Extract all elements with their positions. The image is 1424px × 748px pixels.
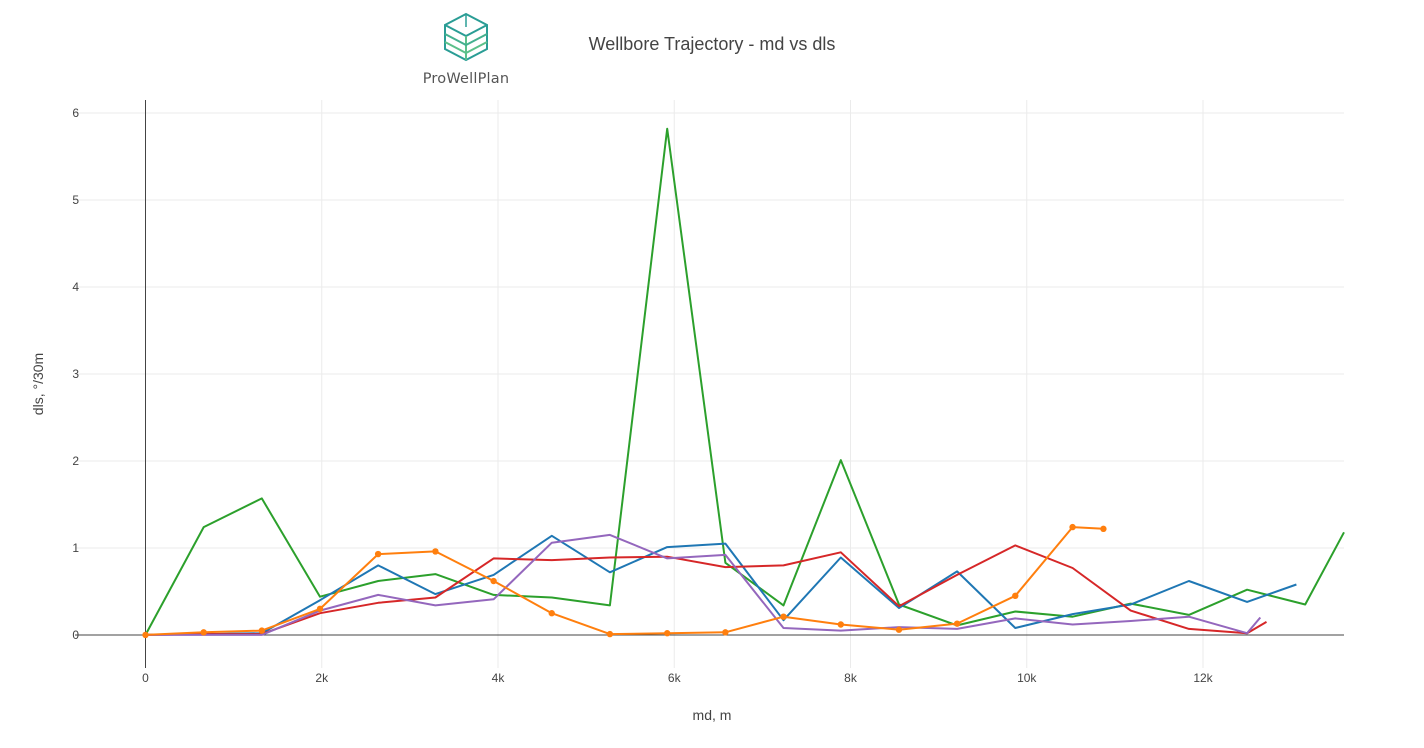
data-point: [316, 605, 324, 613]
data-point: [606, 630, 614, 638]
data-point: [837, 621, 845, 628]
series-4: [145, 533, 1262, 636]
data-point: [490, 577, 497, 585]
data-point: [1012, 592, 1019, 600]
series-line: [145, 526, 1104, 636]
series-line: [145, 544, 1268, 636]
series-line: [145, 534, 1297, 636]
x-tick-label: 2k: [315, 671, 329, 685]
x-tick-label: 4k: [492, 671, 506, 685]
series-2: [145, 534, 1297, 636]
data-point: [1100, 525, 1107, 533]
tick-labels: 0 2k 4k 6k 8k 10k 12k 0 1 2 3 4 5 6: [72, 106, 1213, 685]
prowellplan-logo: ProWellPlan: [423, 12, 510, 87]
y-tick-label: 0: [72, 628, 79, 642]
data-point: [548, 610, 555, 617]
series-1: [144, 127, 1345, 636]
series-group: [142, 127, 1345, 639]
data-point: [780, 613, 787, 620]
grid: [75, 100, 1344, 668]
series-line: [144, 127, 1345, 636]
logo-cube-icon: [444, 12, 488, 62]
data-point: [142, 631, 149, 639]
series-3: [145, 544, 1268, 636]
data-point: [432, 548, 439, 555]
data-point: [953, 620, 961, 627]
data-point: [374, 550, 382, 558]
y-tick-label: 2: [72, 454, 79, 468]
series-5: [142, 523, 1107, 639]
data-point: [1069, 523, 1076, 531]
logo-text: ProWellPlan: [423, 71, 510, 87]
data-point: [200, 629, 207, 636]
axes: [75, 100, 1344, 668]
data-point: [895, 626, 903, 633]
x-tick-label: 8k: [844, 671, 858, 685]
data-point: [664, 630, 671, 637]
y-tick-label: 5: [72, 193, 79, 207]
x-axis-title: md, m: [693, 707, 732, 723]
y-axis-title: dls, °/30m: [30, 353, 46, 415]
y-tick-label: 4: [72, 280, 79, 294]
y-tick-label: 6: [72, 106, 79, 120]
y-tick-label: 3: [72, 367, 79, 381]
chart-title: Wellbore Trajectory - md vs dls: [589, 34, 836, 54]
x-tick-label: 6k: [668, 671, 682, 685]
y-tick-label: 1: [72, 541, 79, 555]
data-point: [258, 627, 266, 634]
x-tick-label: 0: [142, 671, 149, 685]
series-line: [145, 533, 1262, 636]
x-tick-label: 12k: [1193, 671, 1213, 685]
x-tick-label: 10k: [1017, 671, 1037, 685]
data-point: [722, 629, 729, 636]
